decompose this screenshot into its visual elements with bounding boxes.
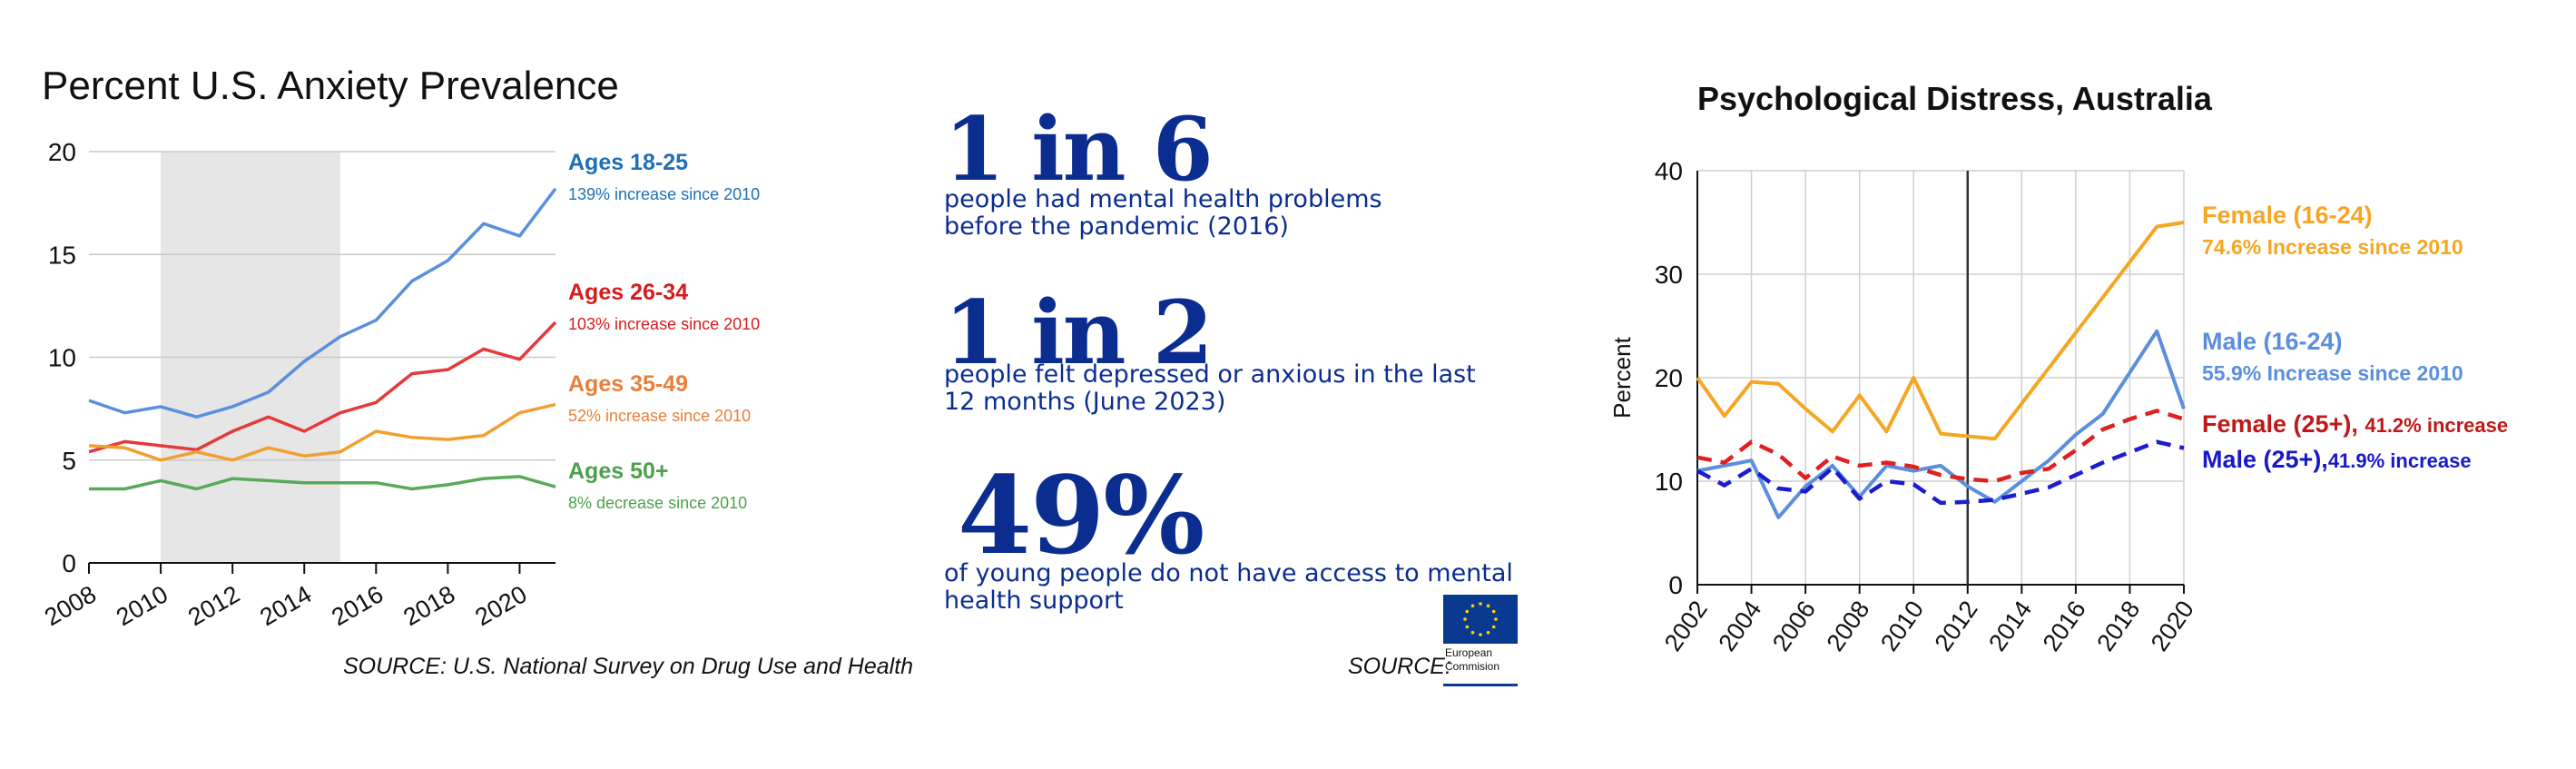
us-x-tick-label: 2018: [398, 580, 459, 631]
stat-1-in-6: 1 in 6: [944, 98, 1214, 201]
us-x-tick-label: 2008: [40, 580, 101, 631]
us-series-note: 139% increase since 2010: [568, 185, 760, 203]
au-y-axis-label: Percent: [1608, 336, 1636, 418]
us-x-tick-label: 2012: [183, 580, 244, 631]
eu-star-icon: [1470, 630, 1475, 635]
us-y-tick-label: 5: [62, 447, 76, 475]
au-x-tick-label: 2006: [1767, 596, 1821, 656]
eu-star-icon: [1470, 604, 1475, 608]
stat-49-percent: 49%: [958, 452, 1204, 578]
au-series-note: 55.9% Increase since 2010: [2202, 361, 2463, 385]
au-x-tick-label: 2014: [1983, 596, 2037, 656]
au-series-label-female-25: Female (25+), 41.2% increase: [2202, 410, 2508, 438]
au-y-tick-label: 10: [1655, 468, 1683, 496]
au-series-line: [1696, 329, 2186, 519]
us-series-label: Ages 50+: [568, 458, 669, 484]
au-x-tick-label: 2004: [1713, 596, 1766, 656]
au-x-tick-label: 2016: [2038, 596, 2091, 656]
au-x-tick-label: 2008: [1822, 596, 1875, 656]
au-series-note: 41.2% increase: [2365, 414, 2508, 437]
eu-caption-line1: European: [1445, 646, 1493, 659]
eu-source-label: SOURCE:: [1348, 654, 1451, 679]
eu-star-icon: [1494, 617, 1498, 621]
eu-star-icon: [1486, 604, 1490, 608]
us-y-tick-label: 10: [48, 344, 76, 372]
us-series-line: [88, 187, 557, 419]
us-anxiety-line-chart: 0 5 10 15 20 2008 2010 2012 2014 2016 2018 2020 Ages…: [40, 138, 760, 631]
us-series-note: 8% decrease since 2010: [568, 494, 747, 512]
eu-logo-underline: [1443, 684, 1518, 686]
us-series-label: Ages 26-34: [568, 280, 688, 305]
au-series-line: [1696, 439, 2185, 506]
au-series-note: 41.9% increase: [2328, 449, 2472, 472]
eu-caption-line2: Commision: [1445, 660, 1500, 673]
us-series-line: [88, 402, 556, 462]
au-x-tick-label: 2012: [1930, 596, 1983, 656]
eu-star-icon: [1465, 625, 1470, 629]
us-series-line: [88, 320, 557, 454]
us-series-label: Ages 35-49: [568, 371, 688, 397]
us-chart-title: Percent U.S. Anxiety Prevalence: [42, 64, 619, 108]
eu-star-icon: [1479, 602, 1482, 606]
eu-star-icon: [1491, 625, 1496, 629]
au-series-label: Male (16-24): [2202, 328, 2343, 355]
au-series-label: Female (16-24): [2202, 202, 2373, 229]
stat-2-description: people felt depressed or anxious in the …: [944, 360, 1476, 416]
au-x-tick-label: 2010: [1875, 596, 1929, 656]
us-x-tick-label: 2014: [255, 580, 316, 631]
us-chart-source: SOURCE: U.S. National Survey on Drug Use…: [343, 654, 914, 679]
au-series-label-male-25: Male (25+),41.9% increase: [2202, 446, 2472, 473]
au-chart-title: Psychological Distress, Australia: [1697, 80, 2212, 117]
eu-logo-caption: European Commision: [1445, 646, 1527, 674]
au-y-tick-label: 0: [1668, 571, 1683, 599]
eu-stars-icon: [1463, 602, 1498, 636]
us-y-tick-label: 20: [48, 138, 76, 166]
au-series-line: [1696, 221, 2185, 441]
au-x-tick-label: 2018: [2091, 596, 2145, 656]
stat-3-description: of young people do not have access to me…: [944, 559, 1513, 615]
us-series-line: [89, 475, 556, 491]
au-series-line: [1696, 409, 2185, 484]
stat-1-description: people had mental health problems before…: [944, 185, 1382, 241]
us-x-tick-label: 2010: [112, 580, 172, 631]
us-x-tick-label: 2016: [327, 580, 388, 631]
us-series-label: Ages 18-25: [568, 150, 688, 175]
au-y-tick-label: 40: [1655, 157, 1683, 185]
au-x-tick-label: 2020: [2146, 596, 2199, 656]
au-y-tick-label: 20: [1655, 364, 1683, 392]
au-series-label: Male (25+),: [2202, 446, 2328, 473]
au-series-note: 74.6% Increase since 2010: [2202, 235, 2463, 259]
au-y-tick-label: 30: [1655, 261, 1683, 289]
us-y-tick-label: 15: [48, 241, 76, 269]
au-x-tick-label: 2002: [1659, 596, 1713, 656]
us-x-tick-label: 2020: [470, 580, 531, 631]
us-y-tick-label: 0: [62, 549, 76, 577]
us-series-note: 103% increase since 2010: [568, 315, 760, 333]
stat-1-in-2: 1 in 2: [944, 281, 1214, 384]
eu-flag-logo: [1443, 595, 1518, 644]
eu-star-icon: [1463, 617, 1467, 621]
eu-star-icon: [1486, 630, 1490, 635]
eu-star-icon: [1465, 609, 1470, 614]
eu-star-icon: [1491, 609, 1496, 614]
eu-star-icon: [1479, 633, 1482, 636]
au-series-label: Female (25+),: [2202, 410, 2365, 438]
us-series-note: 52% increase since 2010: [568, 407, 751, 425]
